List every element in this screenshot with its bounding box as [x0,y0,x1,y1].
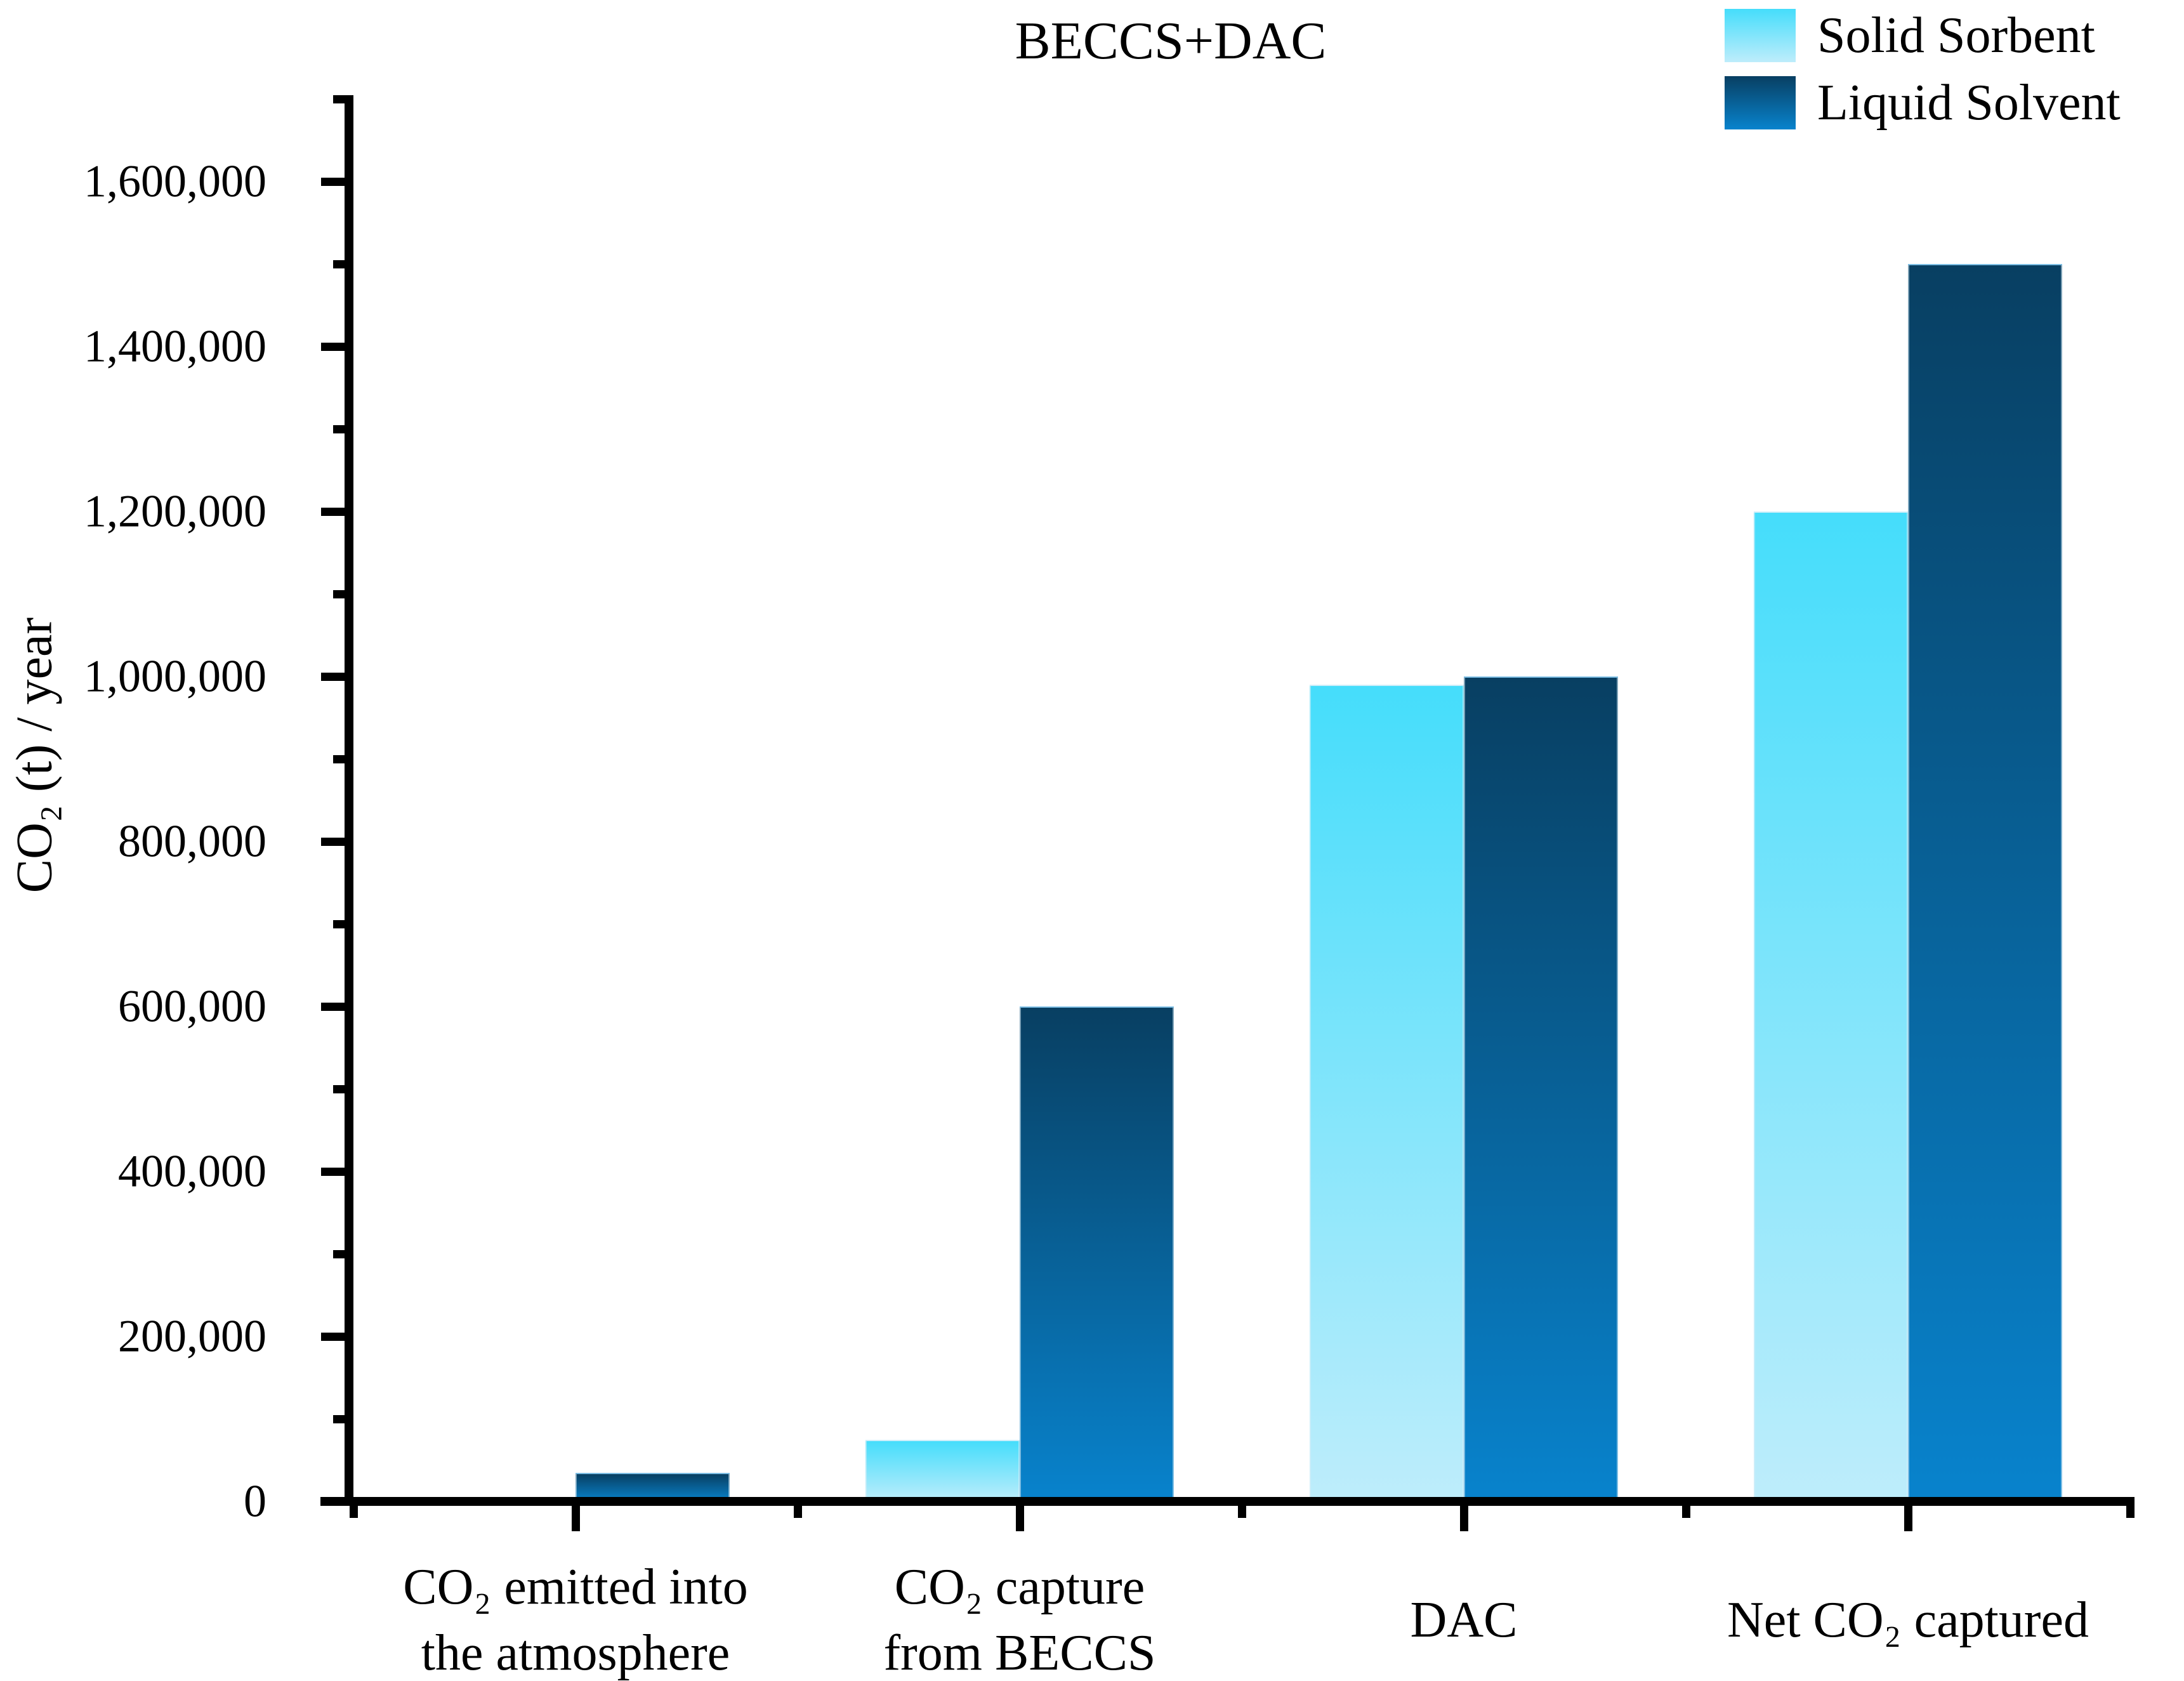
legend: Solid Sorbent Liquid Solvent [0,0,2184,190]
x-major-tick [571,1501,580,1531]
y-minor-tick [333,1249,353,1258]
y-tick-label: 200,000 [118,1310,266,1362]
legend-swatch [1725,76,1796,129]
bar-solid-sorbent [1754,511,1908,1501]
y-minor-tick [333,1414,353,1423]
x-axis-line [320,1497,2135,1506]
legend-item: Liquid Solvent [1725,74,2121,131]
y-minor-tick [333,95,353,103]
y-tick-label: 1,200,000 [84,485,266,537]
bar-solid-sorbent [1310,685,1464,1501]
x-category-label: DAC [1410,1592,1518,1648]
y-tick-label: 1,600,000 [84,155,266,207]
x-minor-tick [349,1501,358,1518]
x-minor-tick [2126,1501,2135,1518]
y-tick-label: 400,000 [118,1145,266,1197]
y-major-tick [321,1002,353,1011]
y-minor-tick [333,260,353,268]
x-category-label: CO₂ capture from BECCS [883,1559,1156,1681]
y-major-tick [321,177,353,186]
x-minor-tick [793,1501,802,1518]
x-minor-tick [1681,1501,1690,1518]
x-major-tick [1459,1501,1468,1531]
y-major-tick [321,342,353,351]
legend-swatch [1725,9,1796,62]
y-major-tick [321,1497,353,1506]
y-major-tick [321,837,353,846]
y-tick-label: 600,000 [118,980,266,1032]
y-minor-tick [333,755,353,763]
legend-label: Liquid Solvent [1817,74,2121,131]
bar-liquid-solvent [1464,676,1618,1501]
y-major-tick [321,1332,353,1341]
x-category-label: CO₂ emitted into the atmosphere [403,1559,748,1681]
y-minor-tick [333,425,353,433]
y-major-tick [321,1167,353,1176]
y-minor-tick [333,1084,353,1093]
x-major-tick [1904,1501,1912,1531]
x-minor-tick [1237,1501,1246,1518]
y-minor-tick [333,590,353,598]
y-major-tick [321,672,353,681]
x-category-label: Net CO₂ captured [1727,1592,2089,1648]
y-tick-label: 800,000 [118,815,266,867]
bar-liquid-solvent [576,1472,730,1501]
bar-liquid-solvent [1020,1006,1174,1501]
legend-label: Solid Sorbent [1817,7,2095,63]
y-axis-line [345,96,353,1506]
y-minor-tick [333,920,353,928]
y-tick-label: 1,000,000 [84,650,266,702]
chart-title: BECCS+DAC [1015,11,1327,70]
bar-liquid-solvent [1908,264,2062,1501]
legend-item: Solid Sorbent [1725,7,2095,63]
y-tick-label: 1,400,000 [84,320,266,372]
y-major-tick [321,507,353,516]
y-tick-label: 0 [244,1475,266,1527]
x-major-tick [1015,1501,1024,1531]
bar-solid-sorbent [865,1439,1020,1501]
